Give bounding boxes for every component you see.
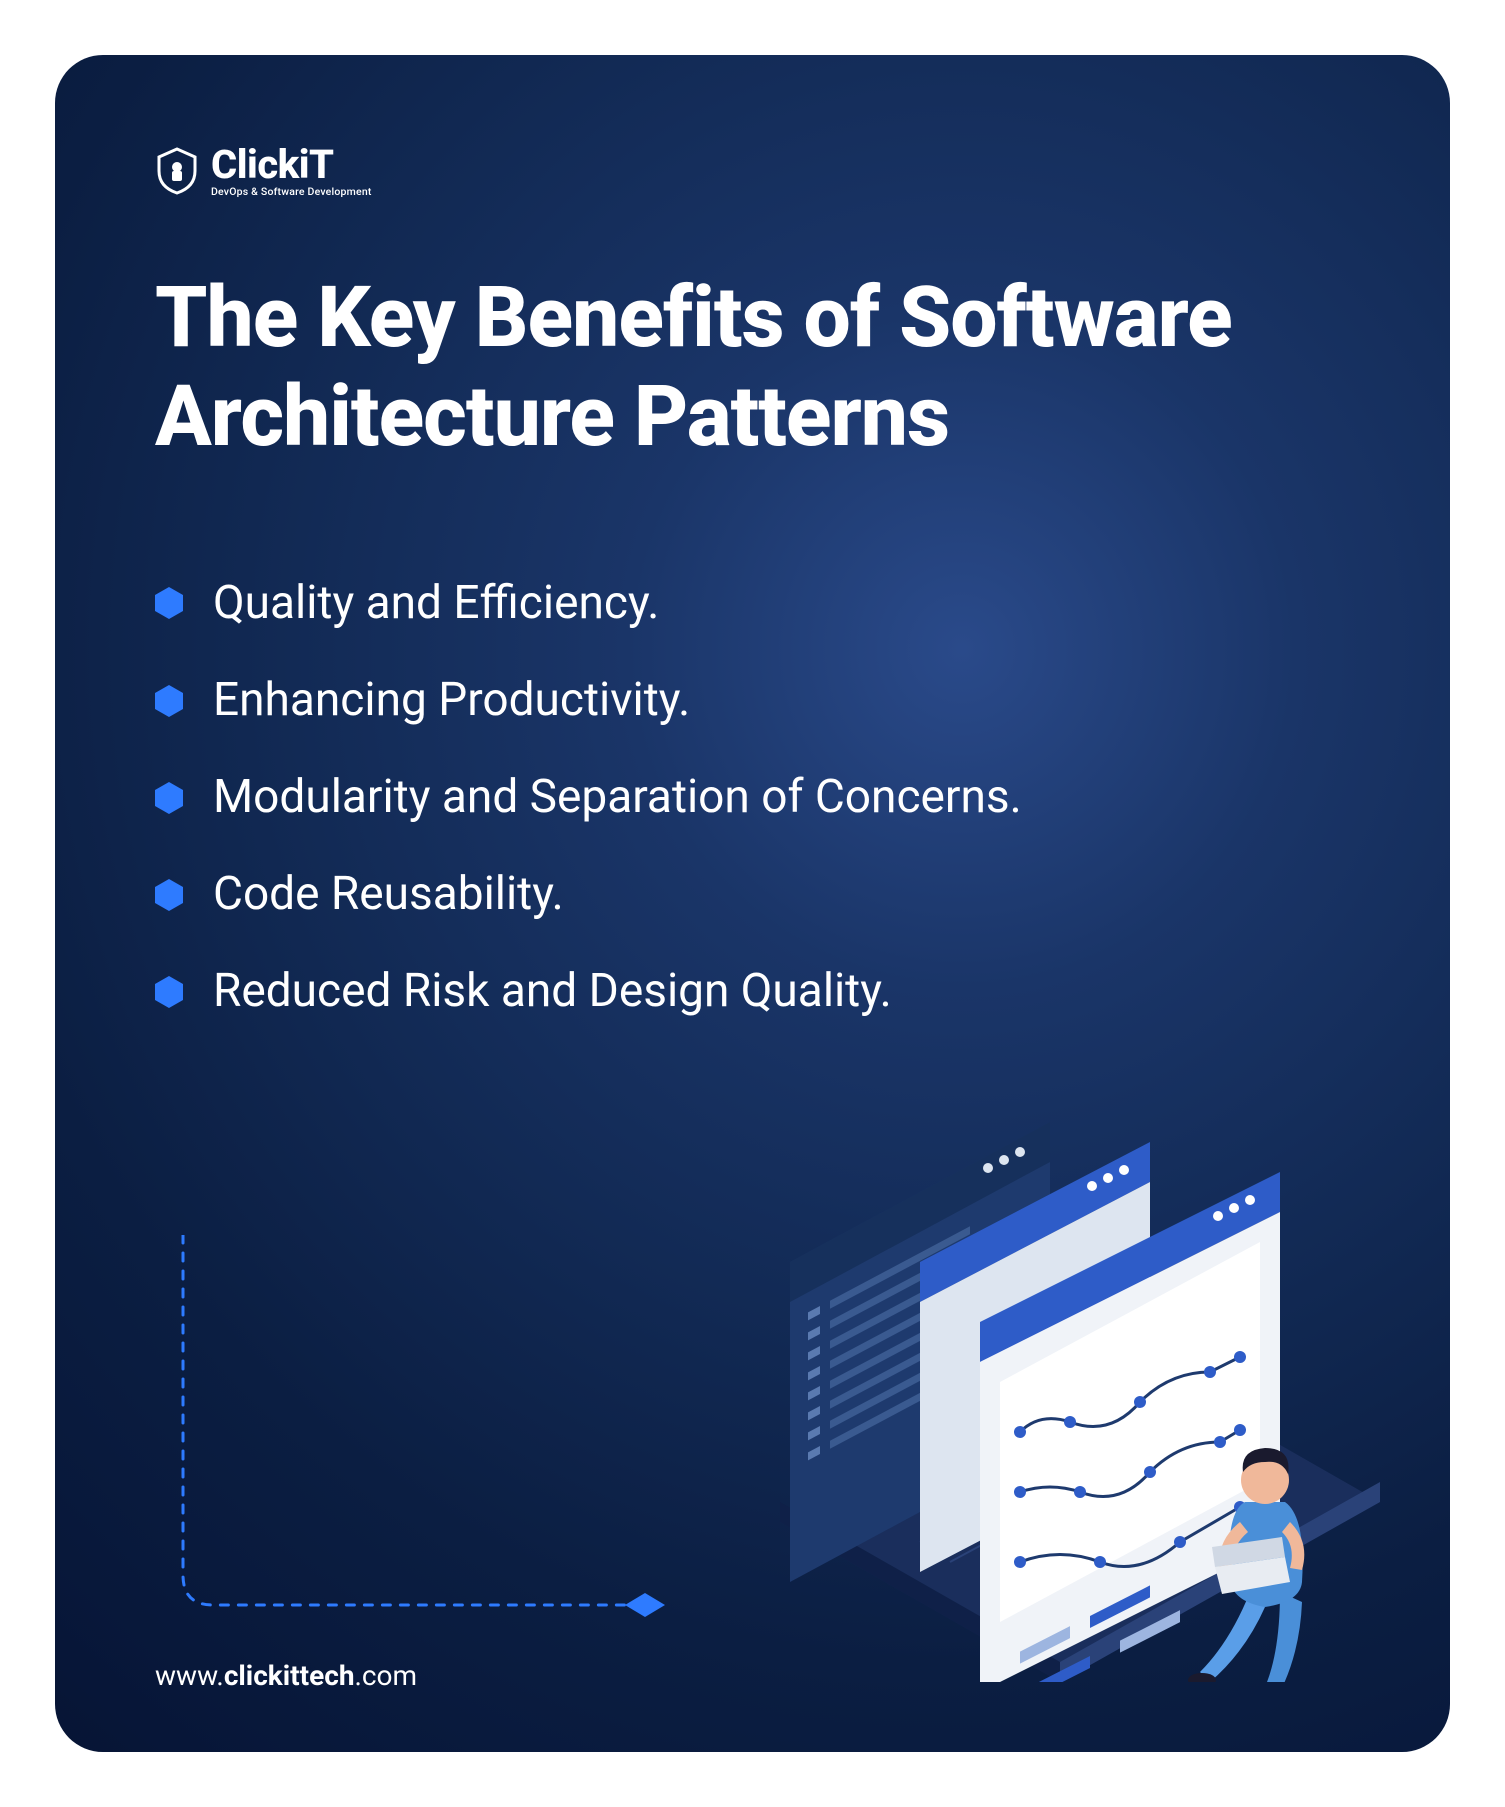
logo-text: ClickiT DevOps & Software Development: [211, 145, 372, 198]
laptop-illustration: [720, 1102, 1420, 1682]
benefit-item: Quality and Efficiency.: [155, 576, 1350, 631]
benefit-item: Code Reusability.: [155, 867, 1350, 922]
footer-suffix: .com: [355, 1659, 418, 1692]
benefit-text: Quality and Efficiency.: [213, 576, 659, 631]
hexagon-bullet-icon: [155, 685, 183, 717]
logo-tagline: DevOps & Software Development: [211, 187, 372, 198]
benefit-item: Enhancing Productivity.: [155, 673, 1350, 728]
hexagon-bullet-icon: [155, 587, 183, 619]
hexagon-bullet-icon: [155, 782, 183, 814]
benefit-text: Reduced Risk and Design Quality.: [213, 964, 892, 1019]
benefits-list: Quality and Efficiency. Enhancing Produc…: [155, 576, 1350, 1020]
footer-prefix: www.: [155, 1659, 224, 1692]
benefit-item: Reduced Risk and Design Quality.: [155, 964, 1350, 1019]
benefit-text: Modularity and Separation of Concerns.: [213, 770, 1022, 825]
footer-domain: clickittech: [224, 1659, 355, 1692]
benefit-text: Enhancing Productivity.: [213, 673, 690, 728]
brand-logo: ClickiT DevOps & Software Development: [155, 145, 1350, 198]
hexagon-bullet-icon: [155, 879, 183, 911]
benefit-text: Code Reusability.: [213, 867, 564, 922]
hexagon-bullet-icon: [155, 976, 183, 1008]
main-title: The Key Benefits of Software Architectur…: [155, 268, 1350, 466]
footer-url: www.clickittech.com: [155, 1659, 417, 1692]
infographic-card: ClickiT DevOps & Software Development Th…: [55, 55, 1450, 1752]
logo-brand-name: ClickiT: [211, 145, 372, 185]
shield-icon: [155, 147, 199, 195]
dashed-connector-line: [173, 1235, 673, 1635]
benefit-item: Modularity and Separation of Concerns.: [155, 770, 1350, 825]
